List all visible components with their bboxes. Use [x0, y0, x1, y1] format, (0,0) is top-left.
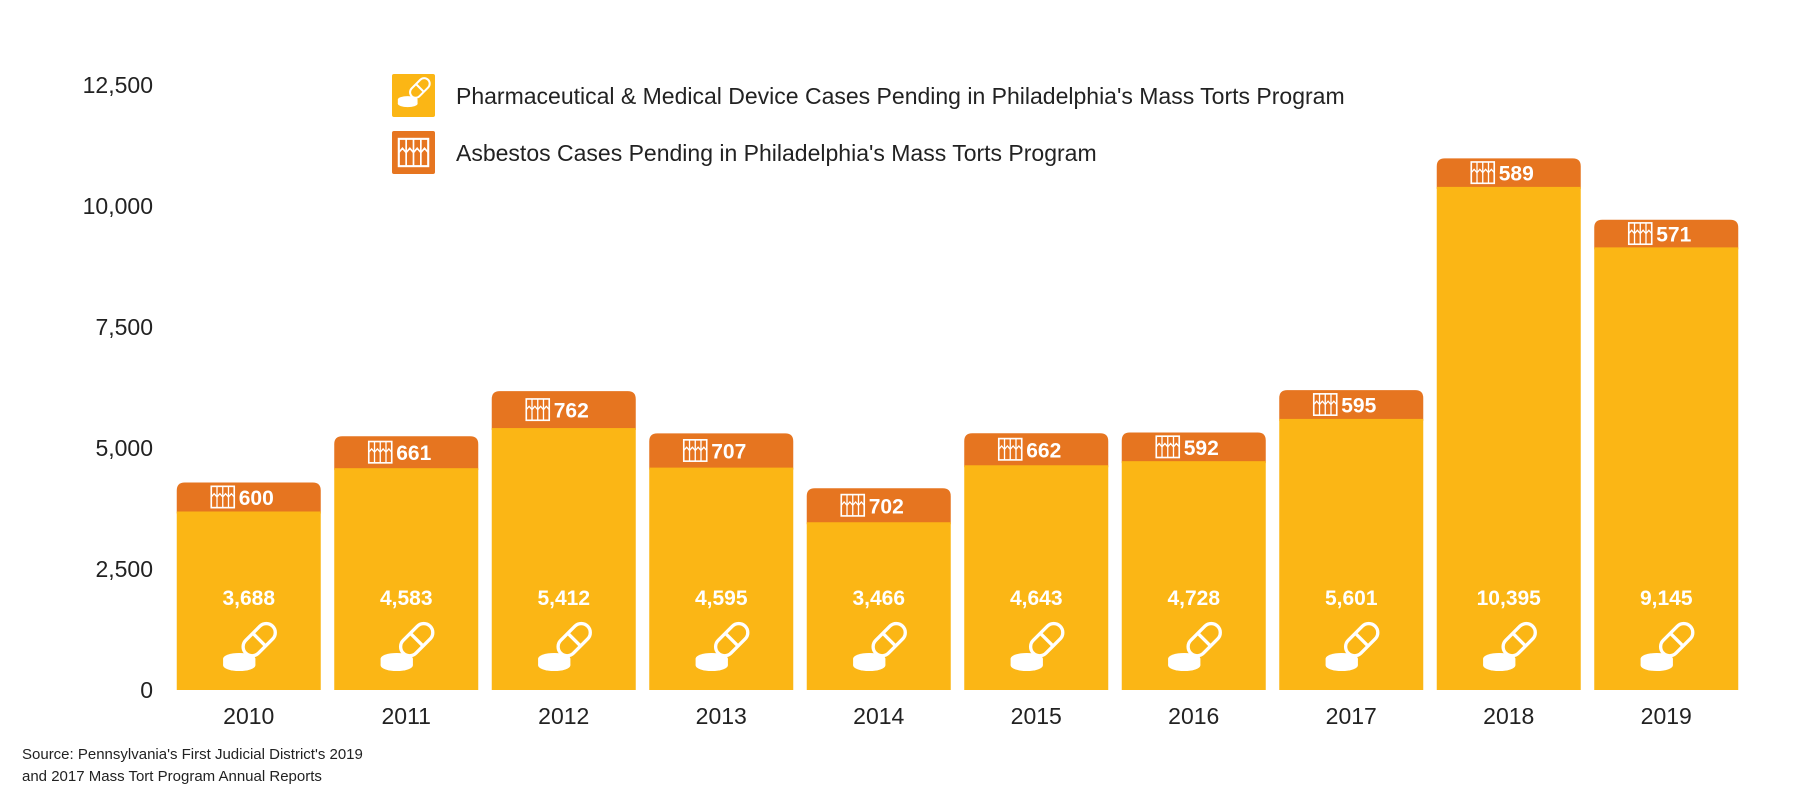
pills-icon — [1168, 621, 1222, 671]
x-tick-label: 2018 — [1483, 703, 1534, 729]
bar-label-asbestos: 662 — [1026, 439, 1061, 462]
bar-label-pharma: 5,412 — [537, 587, 590, 610]
asbestos-icon — [525, 398, 551, 422]
bar-pharma-2019 — [1594, 247, 1739, 690]
x-tick-label: 2016 — [1168, 703, 1219, 729]
y-tick-label: 5,000 — [95, 435, 153, 461]
source-line-1: Source: Pennsylvania's First Judicial Di… — [22, 746, 363, 763]
bar-label-pharma: 4,728 — [1167, 587, 1220, 610]
bar-pharma-2013 — [649, 467, 794, 690]
pills-icon — [538, 621, 592, 671]
x-tick-label: 2013 — [696, 703, 747, 729]
y-tick-label: 7,500 — [95, 314, 153, 340]
x-tick-label: 2011 — [382, 703, 431, 729]
bar-pharma-2017 — [1279, 418, 1424, 690]
pills-icon — [223, 621, 277, 671]
legend-label-pharma: Pharmaceutical & Medical Device Cases Pe… — [456, 83, 1345, 109]
bar-asbestos-2019 — [1594, 219, 1739, 250]
asbestos-icon — [1155, 435, 1181, 459]
y-axis: 0 2,500 5,000 7,500 10,000 12,500 — [83, 72, 153, 703]
y-tick-label: 10,000 — [83, 193, 153, 219]
bar-label-asbestos: 571 — [1656, 224, 1691, 247]
pills-icon — [380, 621, 435, 671]
bar-label-asbestos: 595 — [1341, 395, 1376, 418]
asbestos-icon — [1627, 222, 1653, 246]
bar-asbestos-2018 — [1436, 158, 1581, 189]
legend-item-pharma: Pharmaceutical & Medical Device Cases Pe… — [392, 74, 1345, 117]
pills-icon — [695, 621, 750, 671]
bar-label-asbestos: 589 — [1499, 163, 1534, 186]
x-tick-label: 2017 — [1326, 703, 1377, 729]
asbestos-icon — [367, 440, 393, 464]
bar-label-pharma: 4,595 — [695, 587, 748, 610]
bar-label-asbestos: 661 — [396, 442, 431, 465]
bar-asbestos-2016 — [1121, 432, 1266, 464]
asbestos-icon — [840, 493, 866, 517]
source-note: Source: Pennsylvania's First Judicial Di… — [22, 744, 363, 788]
bar-group-2013: 707 4,595 — [649, 433, 794, 690]
bar-group-2010: 600 3,688 — [176, 482, 321, 690]
bar-asbestos-2011 — [334, 436, 479, 471]
bar-label-pharma: 10,395 — [1477, 587, 1542, 610]
source-line-2: and 2017 Mass Tort Program Annual Report… — [22, 768, 322, 785]
pills-icon — [1325, 621, 1380, 671]
legend-label-asbestos: Asbestos Cases Pending in Philadelphia's… — [456, 140, 1097, 166]
bar-label-pharma: 4,583 — [380, 587, 433, 610]
legend: Pharmaceutical & Medical Device Cases Pe… — [392, 74, 1345, 174]
pills-icon — [397, 77, 431, 108]
bar-pharma-2016 — [1121, 461, 1266, 690]
bar-pharma-2012 — [491, 428, 636, 690]
x-tick-label: 2014 — [853, 703, 904, 729]
asbestos-icon — [210, 485, 236, 509]
pills-icon — [1640, 621, 1695, 671]
y-tick-label: 0 — [140, 677, 153, 703]
bar-asbestos-2010 — [176, 482, 321, 514]
legend-item-asbestos: Asbestos Cases Pending in Philadelphia's… — [392, 131, 1097, 174]
bar-label-asbestos: 707 — [711, 440, 746, 463]
bar-group-2016: 592 4,728 — [1121, 432, 1266, 690]
bar-group-2019: 571 9,145 — [1594, 219, 1739, 690]
bar-label-pharma: 9,145 — [1640, 587, 1693, 610]
asbestos-icon — [682, 439, 708, 462]
asbestos-icon — [397, 137, 430, 168]
bar-group-2011: 661 4,583 — [334, 436, 479, 690]
bar-label-pharma: 5,601 — [1325, 587, 1378, 610]
bar-label-asbestos: 702 — [869, 495, 904, 518]
x-axis: 2010 2011 2012 2013 2014 2015 2016 2017 2018 2019 — [223, 703, 1692, 729]
pills-icon — [1010, 621, 1065, 671]
bar-group-2017: 595 5,601 — [1279, 390, 1424, 690]
x-tick-label: 2015 — [1011, 703, 1062, 729]
bar-label-pharma: 4,643 — [1010, 587, 1063, 610]
bar-group-2012: 762 5,412 — [491, 391, 636, 690]
bar-asbestos-2015 — [964, 433, 1109, 468]
asbestos-icon — [1312, 393, 1338, 416]
bar-group-2015: 662 4,643 — [964, 433, 1109, 690]
bar-label-pharma: 3,466 — [852, 587, 905, 610]
bar-label-pharma: 3,688 — [222, 587, 275, 610]
bar-pharma-2015 — [964, 465, 1109, 690]
bar-group-2014: 702 3,466 — [806, 488, 951, 690]
bars: 600 3,688 661 4,583 762 5,412 707 4,595 702 3,466… — [176, 158, 1739, 690]
y-tick-label: 2,500 — [95, 556, 153, 582]
x-tick-label: 2012 — [538, 703, 589, 729]
pills-icon — [853, 621, 907, 671]
pills-icon — [1483, 621, 1537, 671]
bar-asbestos-2017 — [1279, 390, 1424, 421]
x-tick-label: 2010 — [223, 703, 274, 729]
y-tick-label: 12,500 — [83, 72, 153, 98]
bar-pharma-2011 — [334, 468, 479, 690]
bar-label-asbestos: 600 — [239, 487, 274, 510]
asbestos-icon — [1470, 161, 1496, 185]
bar-group-2018: 589 10,395 — [1436, 158, 1581, 690]
asbestos-icon — [997, 437, 1023, 461]
bar-label-asbestos: 762 — [554, 400, 589, 423]
bar-label-asbestos: 592 — [1184, 437, 1219, 460]
x-tick-label: 2019 — [1641, 703, 1692, 729]
bar-pharma-2018 — [1436, 186, 1581, 690]
